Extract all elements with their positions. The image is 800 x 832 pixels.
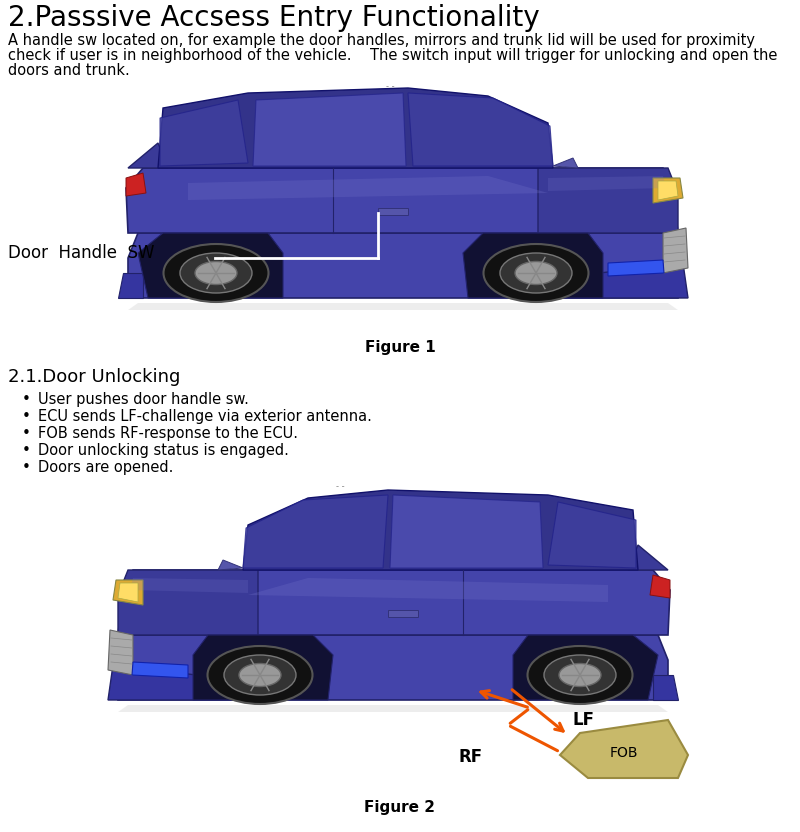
Polygon shape [160, 100, 248, 166]
Polygon shape [118, 583, 138, 602]
Polygon shape [193, 635, 333, 700]
Polygon shape [243, 495, 388, 568]
Polygon shape [243, 490, 638, 570]
Polygon shape [248, 578, 608, 602]
Text: doors and trunk.: doors and trunk. [8, 63, 130, 78]
Polygon shape [108, 630, 133, 675]
Polygon shape [560, 720, 688, 778]
Text: •: • [22, 409, 31, 424]
Text: •: • [22, 460, 31, 475]
Polygon shape [628, 545, 668, 570]
Ellipse shape [207, 646, 313, 704]
Ellipse shape [239, 663, 281, 686]
Text: ECU sends LF-challenge via exterior antenna.: ECU sends LF-challenge via exterior ante… [38, 409, 372, 424]
Polygon shape [253, 93, 406, 166]
Polygon shape [126, 173, 146, 196]
Text: Figure 1: Figure 1 [365, 340, 435, 355]
Polygon shape [108, 665, 238, 700]
Text: - -: - - [336, 482, 344, 491]
Text: A handle sw located on, for example the door handles, mirrors and trunk lid will: A handle sw located on, for example the … [8, 33, 755, 48]
Text: 2.Passsive Accsess Entry Functionality: 2.Passsive Accsess Entry Functionality [8, 4, 540, 32]
Polygon shape [548, 502, 636, 568]
Text: FOB: FOB [610, 746, 638, 760]
Polygon shape [378, 208, 408, 215]
Text: Door  Handle  SW: Door Handle SW [8, 244, 154, 262]
Text: RF: RF [458, 748, 482, 766]
Polygon shape [513, 635, 658, 700]
Polygon shape [128, 233, 678, 298]
Polygon shape [653, 675, 678, 700]
Ellipse shape [195, 261, 237, 285]
Polygon shape [118, 273, 143, 298]
Polygon shape [118, 705, 668, 712]
Polygon shape [463, 233, 603, 298]
Polygon shape [538, 168, 678, 233]
Text: Door unlocking status is engaged.: Door unlocking status is engaged. [38, 443, 289, 458]
Polygon shape [548, 176, 666, 191]
Ellipse shape [483, 244, 589, 302]
Polygon shape [126, 168, 678, 233]
Ellipse shape [559, 663, 601, 686]
Ellipse shape [515, 261, 557, 285]
Ellipse shape [180, 253, 252, 293]
Polygon shape [118, 570, 258, 635]
Ellipse shape [163, 244, 269, 302]
Polygon shape [553, 158, 578, 168]
Ellipse shape [527, 646, 633, 704]
Polygon shape [130, 578, 248, 593]
Text: LF: LF [572, 711, 594, 729]
Polygon shape [390, 495, 543, 568]
Polygon shape [650, 575, 670, 598]
Polygon shape [132, 662, 188, 678]
Polygon shape [118, 635, 668, 700]
Text: check if user is in neighborhood of the vehicle.    The switch input will trigge: check if user is in neighborhood of the … [8, 48, 778, 63]
Polygon shape [663, 228, 688, 273]
Polygon shape [408, 93, 553, 166]
Text: Figure 2: Figure 2 [365, 800, 435, 815]
Polygon shape [608, 260, 664, 276]
Polygon shape [138, 233, 283, 298]
Ellipse shape [224, 655, 296, 695]
Polygon shape [388, 610, 418, 617]
Polygon shape [653, 178, 683, 203]
Ellipse shape [500, 253, 572, 293]
Polygon shape [188, 176, 548, 200]
Text: •: • [22, 392, 31, 407]
Text: FOB sends RF-response to the ECU.: FOB sends RF-response to the ECU. [38, 426, 298, 441]
Text: •: • [22, 443, 31, 458]
Text: Doors are opened.: Doors are opened. [38, 460, 174, 475]
Polygon shape [658, 181, 678, 200]
Polygon shape [558, 263, 688, 298]
Ellipse shape [544, 655, 616, 695]
Text: User pushes door handle sw.: User pushes door handle sw. [38, 392, 249, 407]
Polygon shape [128, 143, 168, 168]
Text: 2.1.Door Unlocking: 2.1.Door Unlocking [8, 368, 180, 386]
Polygon shape [128, 303, 678, 310]
Text: •: • [22, 426, 31, 441]
Polygon shape [218, 560, 243, 570]
Text: - -: - - [386, 82, 394, 91]
Polygon shape [118, 570, 670, 635]
Polygon shape [158, 88, 553, 168]
Polygon shape [113, 580, 143, 605]
